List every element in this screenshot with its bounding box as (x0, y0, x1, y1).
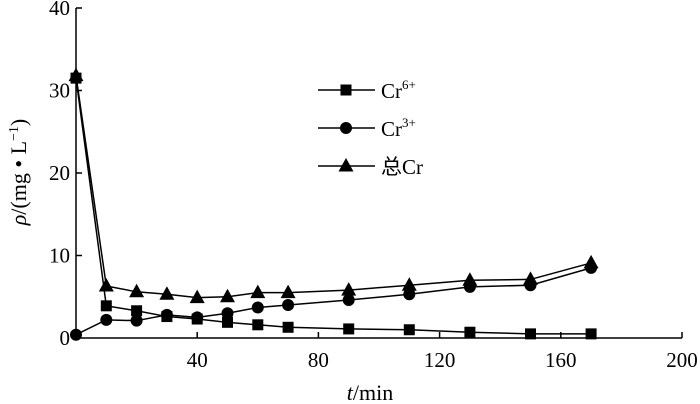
series-square (70, 72, 597, 340)
data-point (191, 311, 204, 324)
data-point (403, 324, 415, 336)
y-axis-title: ρ/(mg • L−1) (6, 119, 31, 227)
legend-label: 总Cr (381, 155, 423, 179)
series-line (75, 75, 592, 299)
data-point (222, 316, 233, 328)
x-tick-label: 40 (187, 348, 208, 372)
y-tick-label: 40 (49, 0, 70, 20)
data-point (585, 328, 597, 340)
legend-marker (340, 84, 352, 96)
data-point (70, 328, 82, 341)
data-point (68, 67, 84, 82)
data-point (280, 284, 296, 299)
series-triangle (68, 67, 599, 304)
axes: 40 80 120 160 200 0 10 20 30 40 (49, 0, 698, 372)
data-point (401, 277, 417, 291)
data-point (523, 271, 538, 285)
legend-marker (340, 122, 352, 134)
series-line (75, 78, 592, 335)
data-point (131, 305, 143, 317)
x-tick-label: 120 (424, 348, 456, 372)
data-point (130, 314, 143, 327)
data-point (129, 283, 145, 298)
legend-entry: Cr3+ (318, 115, 416, 141)
data-point (282, 299, 295, 311)
data-point (464, 326, 476, 338)
data-point (159, 286, 175, 300)
data-point (342, 294, 355, 307)
data-point (403, 288, 416, 301)
data-point (189, 289, 205, 304)
data-point (525, 328, 536, 340)
data-point (462, 272, 478, 286)
y-tick-label: 10 (49, 244, 70, 268)
data-point (250, 284, 266, 299)
y-tick-label: 0 (60, 326, 71, 350)
legend-label: Cr6+ (381, 77, 416, 103)
legend: Cr6+ Cr3+ 总Cr (318, 77, 423, 179)
data-point (100, 313, 113, 326)
series-line (75, 267, 592, 336)
data-point (220, 288, 235, 303)
data-point (98, 278, 114, 292)
data-point (583, 254, 599, 269)
x-axis-title: t/min (347, 380, 393, 404)
legend-entry: 总Cr (318, 155, 423, 179)
legend-entry: Cr6+ (318, 77, 416, 103)
data-point (160, 308, 173, 321)
data-point (221, 307, 234, 320)
x-tick-label: 200 (666, 348, 698, 372)
legend-label: Cr3+ (381, 115, 416, 141)
data-point (343, 323, 355, 335)
y-tick-label: 30 (49, 79, 70, 103)
x-tick-label: 80 (308, 348, 329, 372)
data-point (341, 282, 357, 296)
series-circle (70, 261, 598, 341)
data-point (282, 321, 294, 333)
y-tick-label: 20 (49, 161, 70, 185)
data-point (252, 319, 264, 331)
data-point (100, 300, 112, 312)
data-point (251, 301, 264, 314)
plot-area (68, 67, 599, 341)
x-tick-label: 160 (545, 348, 577, 372)
legend-marker (338, 158, 354, 172)
